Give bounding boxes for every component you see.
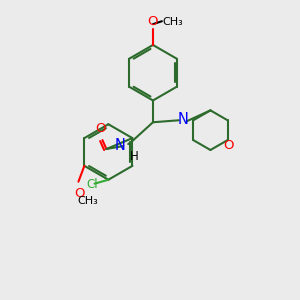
Text: N: N <box>114 137 125 152</box>
Text: O: O <box>95 122 106 135</box>
Text: CH₃: CH₃ <box>162 17 183 27</box>
Text: N: N <box>177 112 188 127</box>
Text: H: H <box>130 150 139 163</box>
Text: O: O <box>74 187 85 200</box>
Text: O: O <box>148 15 158 28</box>
Text: CH₃: CH₃ <box>77 196 98 206</box>
Text: Cl: Cl <box>87 178 98 191</box>
Text: O: O <box>223 139 233 152</box>
